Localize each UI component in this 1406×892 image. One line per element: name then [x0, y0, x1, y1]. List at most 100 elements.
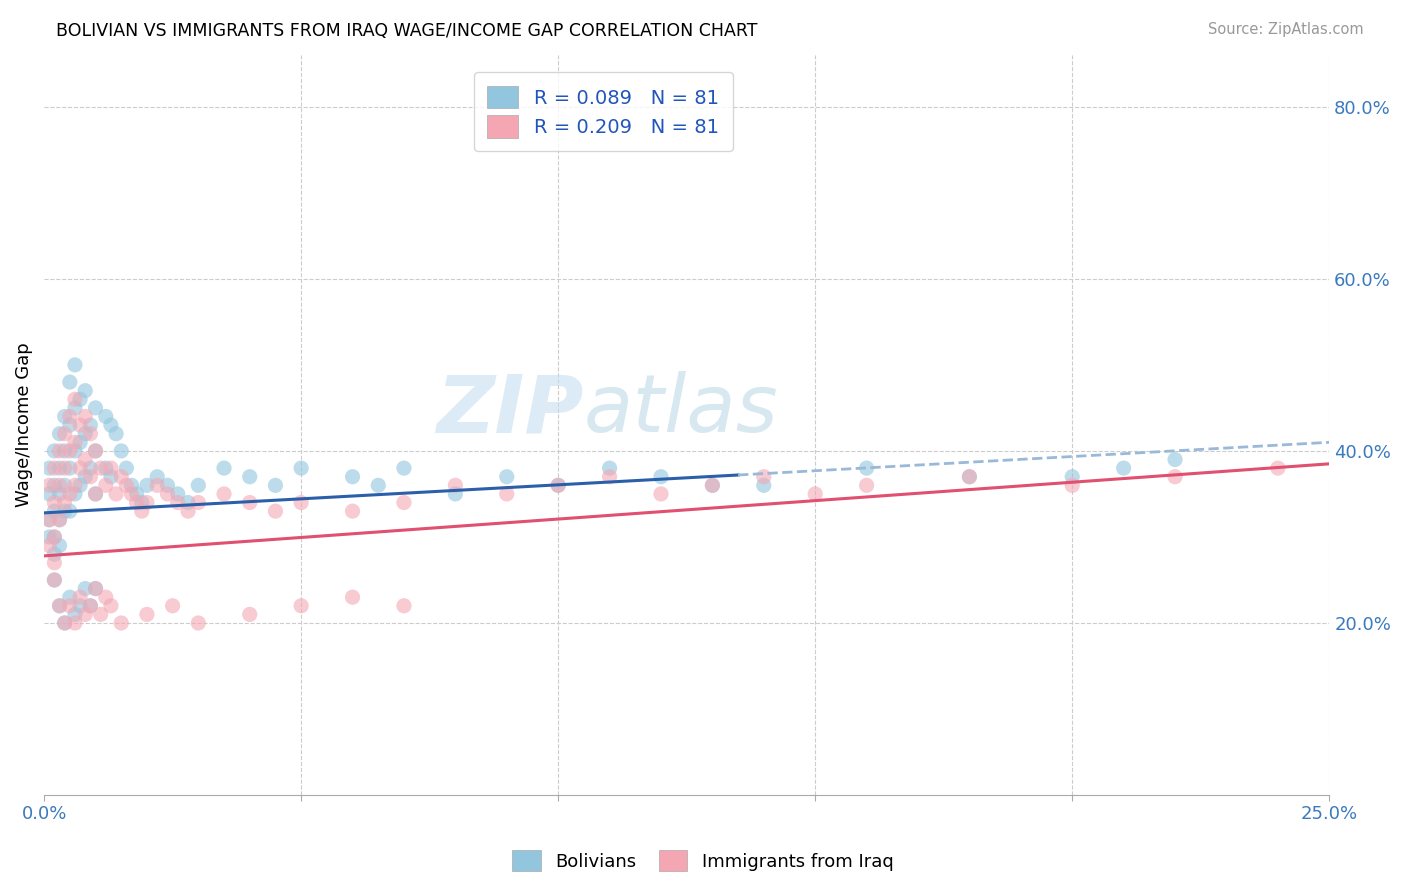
Point: [264, 504, 287, 518]
Point: [125, 495, 148, 509]
Point: [75, 582, 97, 596]
Point: [84, 582, 107, 596]
Point: [547, 478, 569, 492]
Point: [495, 487, 517, 501]
Point: [48, 513, 70, 527]
Point: [63, 615, 86, 630]
Point: [444, 487, 467, 501]
Point: [84, 444, 107, 458]
Point: [53, 426, 76, 441]
Point: [59, 444, 82, 458]
Point: [100, 469, 122, 483]
Point: [48, 478, 70, 492]
Point: [94, 409, 117, 424]
Point: [187, 495, 209, 509]
Legend: R = 0.089   N = 81, R = 0.209   N = 81: R = 0.089 N = 81, R = 0.209 N = 81: [474, 72, 733, 152]
Point: [53, 478, 76, 492]
Point: [146, 469, 169, 483]
Text: atlas: atlas: [583, 371, 779, 450]
Point: [59, 418, 82, 433]
Point: [547, 478, 569, 492]
Point: [156, 478, 179, 492]
Point: [59, 375, 82, 389]
Point: [44, 556, 66, 570]
Point: [48, 513, 70, 527]
Point: [367, 478, 389, 492]
Point: [44, 573, 66, 587]
Point: [63, 487, 86, 501]
Point: [177, 495, 200, 509]
Point: [63, 392, 86, 407]
Point: [187, 615, 209, 630]
Point: [44, 547, 66, 561]
Point: [1062, 469, 1084, 483]
Point: [84, 487, 107, 501]
Point: [115, 461, 138, 475]
Point: [115, 478, 138, 492]
Point: [53, 615, 76, 630]
Point: [156, 487, 179, 501]
Point: [290, 599, 312, 613]
Point: [495, 469, 517, 483]
Point: [59, 487, 82, 501]
Point: [239, 469, 262, 483]
Point: [63, 478, 86, 492]
Point: [48, 461, 70, 475]
Point: [392, 495, 415, 509]
Point: [44, 461, 66, 475]
Point: [804, 487, 827, 501]
Point: [342, 590, 364, 604]
Point: [53, 461, 76, 475]
Point: [53, 409, 76, 424]
Point: [121, 487, 143, 501]
Point: [75, 469, 97, 483]
Point: [392, 461, 415, 475]
Point: [1164, 469, 1187, 483]
Point: [38, 478, 60, 492]
Point: [59, 599, 82, 613]
Point: [84, 401, 107, 415]
Point: [94, 461, 117, 475]
Point: [166, 487, 188, 501]
Point: [69, 599, 91, 613]
Point: [599, 461, 621, 475]
Point: [162, 599, 184, 613]
Point: [855, 478, 877, 492]
Point: [69, 478, 91, 492]
Point: [1112, 461, 1135, 475]
Point: [290, 461, 312, 475]
Point: [69, 435, 91, 450]
Point: [53, 504, 76, 518]
Point: [79, 418, 101, 433]
Point: [75, 607, 97, 622]
Point: [63, 401, 86, 415]
Point: [69, 461, 91, 475]
Point: [135, 478, 157, 492]
Point: [146, 478, 169, 492]
Point: [957, 469, 980, 483]
Point: [53, 495, 76, 509]
Point: [187, 478, 209, 492]
Point: [38, 487, 60, 501]
Point: [53, 615, 76, 630]
Point: [48, 599, 70, 613]
Point: [79, 461, 101, 475]
Point: [105, 426, 128, 441]
Point: [79, 469, 101, 483]
Point: [100, 599, 122, 613]
Point: [166, 495, 188, 509]
Point: [38, 513, 60, 527]
Point: [69, 392, 91, 407]
Point: [100, 461, 122, 475]
Point: [38, 461, 60, 475]
Point: [44, 573, 66, 587]
Point: [44, 444, 66, 458]
Point: [59, 504, 82, 518]
Point: [342, 469, 364, 483]
Point: [79, 599, 101, 613]
Point: [59, 590, 82, 604]
Point: [650, 487, 672, 501]
Point: [44, 504, 66, 518]
Point: [44, 530, 66, 544]
Text: BOLIVIAN VS IMMIGRANTS FROM IRAQ WAGE/INCOME GAP CORRELATION CHART: BOLIVIAN VS IMMIGRANTS FROM IRAQ WAGE/IN…: [56, 22, 758, 40]
